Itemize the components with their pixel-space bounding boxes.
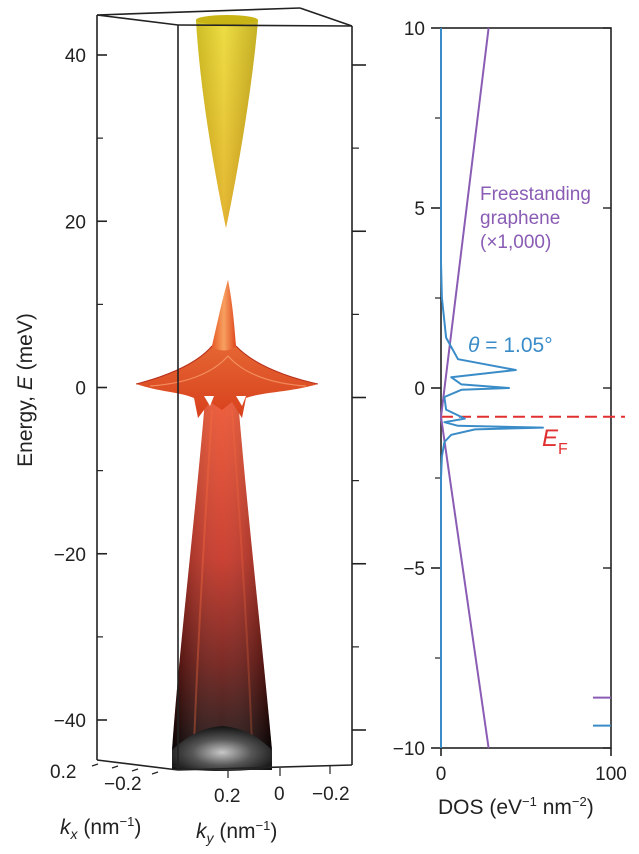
dos-axis-title: DOS (eV−1 nm−2) — [438, 794, 594, 819]
series-freestanding-line — [440, 27, 490, 749]
fermi-level-label: EF — [542, 425, 568, 458]
energy-tick-label: −40 — [54, 711, 86, 732]
dos-x-ticks: 0 100 — [436, 748, 627, 785]
dos-y-tick-label: −5 — [403, 559, 425, 580]
dos-legend — [593, 696, 611, 727]
dos-panel: 10 5 0 −5 −10 0 100 Freestanding graphene (×1… — [393, 19, 627, 819]
energy-tick-label: 40 — [65, 46, 86, 67]
box-front-edges — [96, 14, 353, 771]
box-right-ticks — [352, 64, 366, 731]
annotation-freestanding-line2: graphene — [480, 208, 560, 229]
dos-y-tick-label: 0 — [414, 379, 425, 400]
energy-tick-label: −20 — [54, 545, 86, 566]
dos-x-tick-label: 100 — [595, 764, 627, 785]
ky-tick-label: 0.2 — [214, 786, 240, 807]
dos-plot-frame — [440, 27, 612, 749]
upper-band-surface — [196, 15, 258, 228]
lower-band-surface — [171, 400, 273, 771]
kx-tick-label: −0.2 — [104, 774, 142, 795]
energy-axis-title: Energy, E (meV) — [14, 313, 37, 467]
annotation-theta: θ = 1.05° — [468, 334, 553, 357]
kx-axis-title: kx (nm−1) — [60, 814, 141, 842]
energy-ticks: −40 −20 0 20 40 — [54, 46, 107, 732]
ky-tick-label: 0 — [274, 784, 285, 805]
flat-band-surface — [135, 280, 319, 418]
dos-y-tick-label: 10 — [404, 19, 425, 40]
annotation-freestanding-line1: Freestanding — [480, 184, 591, 205]
energy-tick-label: 0 — [75, 379, 86, 400]
dos-x-tick-label: 0 — [436, 764, 447, 785]
energy-tick-label: 20 — [65, 212, 86, 233]
ky-tick-label: −0.2 — [312, 784, 350, 805]
band-surface-panel: −40 −20 0 20 40 0.2 −0.2 0.2 0 −0.2 Energy, … — [14, 7, 366, 846]
ky-axis-title: ky (nm−1) — [196, 818, 277, 846]
series-twisted-line — [440, 28, 544, 748]
dos-y-tick-label: −10 — [393, 739, 425, 760]
ky-axis — [227, 766, 331, 778]
kx-axis — [91, 763, 159, 775]
dos-curves — [440, 27, 625, 749]
dos-y-ticks: 10 5 0 −5 −10 — [393, 19, 611, 760]
kx-tick-label: 0.2 — [50, 762, 76, 783]
dos-y-tick-label: 5 — [414, 199, 425, 220]
annotation-freestanding-line3: (×1,000) — [480, 232, 551, 253]
